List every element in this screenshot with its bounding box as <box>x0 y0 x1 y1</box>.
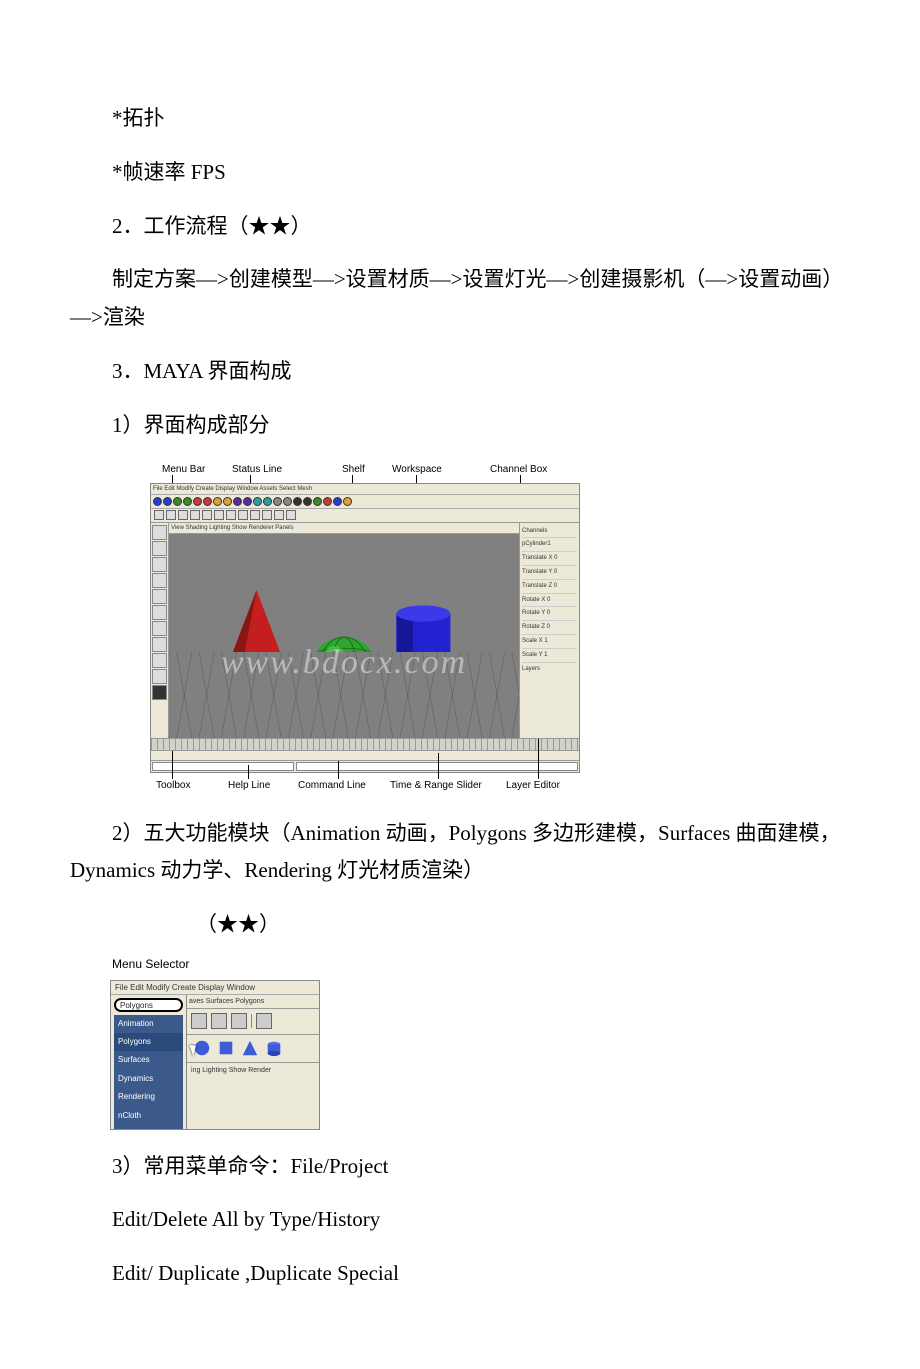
fig2-primitive-icons <box>187 1035 319 1063</box>
label-shelf: Shelf <box>342 461 365 479</box>
para-ui-head: 3．MAYA 界面构成 <box>70 353 850 391</box>
label-layer-editor: Layer Editor <box>506 777 560 795</box>
para-fps: *帧速率 FPS <box>70 154 850 192</box>
fig2-menubar: File Edit Modify Create Display Window <box>111 981 319 995</box>
para-menu-commands-3: Edit/ Duplicate ,Duplicate Special <box>70 1255 850 1293</box>
label-channel-box: Channel Box <box>490 461 547 479</box>
fig1-window: File Edit Modify Create Display Window A… <box>150 483 580 773</box>
label-time-range: Time & Range Slider <box>390 777 482 795</box>
dropdown-list: AnimationPolygonsSurfacesDynamicsRenderi… <box>114 1015 183 1130</box>
command-line <box>151 760 579 772</box>
para-workflow-head: 2．工作流程（★★） <box>70 208 850 246</box>
para-menu-commands-2: Edit/Delete All by Type/History <box>70 1201 850 1239</box>
maya-toolbox <box>151 523 169 738</box>
maya-shelf <box>151 509 579 523</box>
maya-bottom-bars <box>151 738 579 772</box>
viewport-menu: View Shading Lighting Show Renderer Pane… <box>169 523 519 534</box>
label-help-line: Help Line <box>228 777 270 795</box>
fig2-panel-menu: ing Lighting Show Render <box>187 1063 319 1079</box>
fig1-bottom-labels: Toolbox Help Line Command Line Time & Ra… <box>150 773 580 795</box>
fig2-right-panel: aves Surfaces Polygons ing Lighting Show… <box>187 995 319 1129</box>
maya-status-line <box>151 495 579 509</box>
fig1-top-labels: Menu Bar Status Line Shelf Workspace Cha… <box>150 461 580 483</box>
para-menu-commands-1: 3）常用菜单命令：File/Project <box>70 1148 850 1186</box>
maya-viewport: View Shading Lighting Show Renderer Pane… <box>169 523 519 738</box>
fig2-tabs: aves Surfaces Polygons <box>187 995 319 1009</box>
fig2-toolbar <box>187 1009 319 1035</box>
label-command-line: Command Line <box>298 777 366 795</box>
para-modules: 2）五大功能模块（Animation 动画，Polygons 多边形建模，Sur… <box>70 815 850 891</box>
para-workflow-body: 制定方案—>创建模型—>设置材质—>设置灯光—>创建摄影机（—>设置动画）—>渲… <box>70 261 850 337</box>
range-slider <box>151 750 579 760</box>
watermark-text: www.bdocx.com <box>169 632 519 693</box>
para-ui-sub1: 1）界面构成部分 <box>70 407 850 445</box>
module-dropdown: Polygons AnimationPolygonsSurfacesDynami… <box>111 995 187 1129</box>
dropdown-selected: Polygons <box>114 998 183 1012</box>
para-topology: *拓扑 <box>70 100 850 138</box>
label-menu-bar: Menu Bar <box>162 461 205 479</box>
maya-menubar: File Edit Modify Create Display Window A… <box>151 484 579 495</box>
figure-maya-interface: Menu Bar Status Line Shelf Workspace Cha… <box>150 461 850 795</box>
figure-menu-selector: Menu Selector File Edit Modify Create Di… <box>110 954 850 1130</box>
fig2-window: File Edit Modify Create Display Window P… <box>110 980 320 1130</box>
fig2-title: Menu Selector <box>112 954 320 976</box>
label-status-line: Status Line <box>232 461 282 479</box>
maya-channel-box: Channels pCylinder1 Translate X 0 Transl… <box>519 523 579 738</box>
time-slider <box>151 738 579 750</box>
label-toolbox: Toolbox <box>156 777 190 795</box>
para-modules-stars: （★★） <box>70 906 850 944</box>
